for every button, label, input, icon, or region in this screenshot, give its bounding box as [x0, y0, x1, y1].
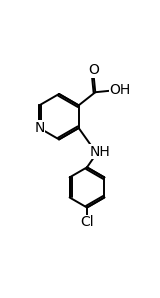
Text: N: N — [34, 121, 44, 135]
Text: NH: NH — [90, 145, 111, 159]
Text: Cl: Cl — [80, 215, 94, 229]
Text: OH: OH — [109, 83, 131, 97]
Text: O: O — [88, 63, 99, 77]
